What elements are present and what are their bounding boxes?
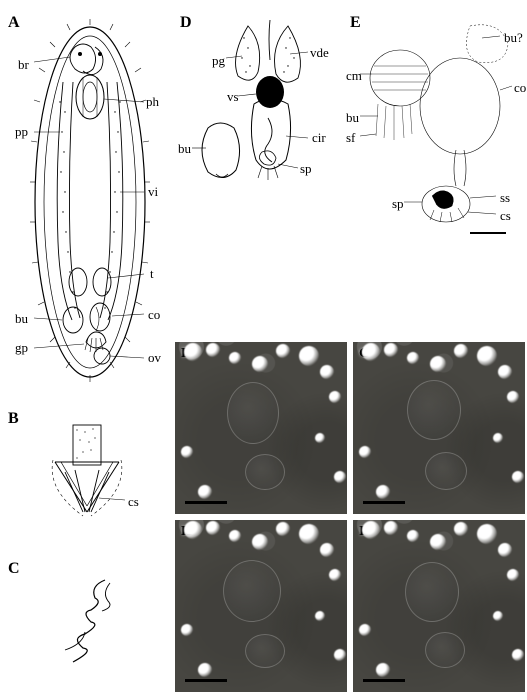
micrograph-structure <box>245 454 285 490</box>
panel-label-C: C <box>8 560 20 578</box>
micrograph-structure <box>425 452 467 490</box>
glare-spot <box>198 663 212 677</box>
scalebar-H <box>185 679 227 682</box>
glare-spot <box>334 649 346 661</box>
glare-spot <box>206 521 220 535</box>
anno-A-t: t <box>150 266 154 282</box>
glare-spot <box>498 543 512 557</box>
glare-spot <box>454 344 468 358</box>
micrograph-I: I <box>353 520 525 692</box>
glare-spot <box>252 356 268 372</box>
glare-spot <box>276 522 290 536</box>
glare-spot <box>181 624 193 636</box>
glare-spot <box>407 352 419 364</box>
micrograph-G: G <box>353 342 525 514</box>
glare-spot <box>206 343 220 357</box>
anno-A-br: br <box>18 57 29 73</box>
scalebar-F <box>185 501 227 504</box>
micrograph-structure <box>245 634 285 668</box>
figure-root: A <box>0 0 527 700</box>
glare-spot <box>384 521 398 535</box>
panel-B-drawing <box>25 420 175 540</box>
micrograph-structure <box>223 560 281 622</box>
anno-E-buq: bu? <box>504 30 523 46</box>
anno-D-vs: vs <box>227 89 239 105</box>
glare-spot <box>229 352 241 364</box>
glare-spot <box>184 343 202 361</box>
glare-spot <box>276 344 290 358</box>
anno-E-co: co <box>514 80 526 96</box>
glare-spot <box>454 522 468 536</box>
anno-E-cs: cs <box>500 208 511 224</box>
anno-E-cm: cm <box>346 68 362 84</box>
glare-spot <box>477 524 497 544</box>
glare-spot <box>512 649 524 661</box>
micrograph-H: H <box>175 520 347 692</box>
glare-spot <box>362 343 380 361</box>
glare-spot <box>320 543 334 557</box>
glare-spot <box>498 365 512 379</box>
anno-A-pp: pp <box>15 124 28 140</box>
anno-D-vde: vde <box>310 45 329 61</box>
glare-spot <box>384 343 398 357</box>
glare-spot <box>430 356 446 372</box>
glare-spot <box>477 346 497 366</box>
anno-A-co: co <box>148 307 160 323</box>
micrograph-structure <box>405 562 459 622</box>
glare-spot <box>299 524 319 544</box>
anno-E-sf: sf <box>346 130 355 146</box>
glare-spot <box>329 391 341 403</box>
glare-spot <box>512 471 524 483</box>
anno-D-sp: sp <box>300 161 312 177</box>
glare-spot <box>320 365 334 379</box>
glare-spot <box>493 611 503 621</box>
glare-spot <box>198 485 212 499</box>
micrograph-structure <box>227 382 279 444</box>
anno-D-bu: bu <box>178 141 191 157</box>
glare-spot <box>229 530 241 542</box>
panel-C-drawing <box>35 575 155 665</box>
panel-label-B: B <box>8 410 19 428</box>
anno-A-vi: vi <box>148 184 158 200</box>
micrograph-F: F <box>175 342 347 514</box>
glare-spot <box>329 569 341 581</box>
glare-spot <box>507 391 519 403</box>
glare-spot <box>407 530 419 542</box>
anno-D-cir: cir <box>312 130 326 146</box>
glare-spot <box>362 521 380 539</box>
anno-E-sp: sp <box>392 196 404 212</box>
glare-spot <box>252 534 268 550</box>
glare-spot <box>181 446 193 458</box>
glare-spot <box>493 433 503 443</box>
glare-spot <box>359 624 371 636</box>
micrograph-structure <box>407 380 461 440</box>
scalebar-E <box>470 232 506 234</box>
glare-spot <box>507 569 519 581</box>
glare-spot <box>299 346 319 366</box>
glare-spot <box>430 534 446 550</box>
anno-D-pg: pg <box>212 53 225 69</box>
glare-spot <box>315 433 325 443</box>
anno-B-cs: cs <box>128 494 139 510</box>
anno-E-ss: ss <box>500 190 510 206</box>
anno-A-ph: ph <box>146 94 159 110</box>
scalebar-G <box>363 501 405 504</box>
micrograph-structure <box>425 632 465 668</box>
glare-spot <box>359 446 371 458</box>
anno-A-gp: gp <box>15 340 28 356</box>
anno-A-bu: bu <box>15 311 28 327</box>
glare-spot <box>184 521 202 539</box>
anno-E-bu: bu <box>346 110 359 126</box>
anno-A-ov: ov <box>148 350 161 366</box>
glare-spot <box>376 485 390 499</box>
glare-spot <box>376 663 390 677</box>
scalebar-I <box>363 679 405 682</box>
glare-spot <box>315 611 325 621</box>
glare-spot <box>334 471 346 483</box>
